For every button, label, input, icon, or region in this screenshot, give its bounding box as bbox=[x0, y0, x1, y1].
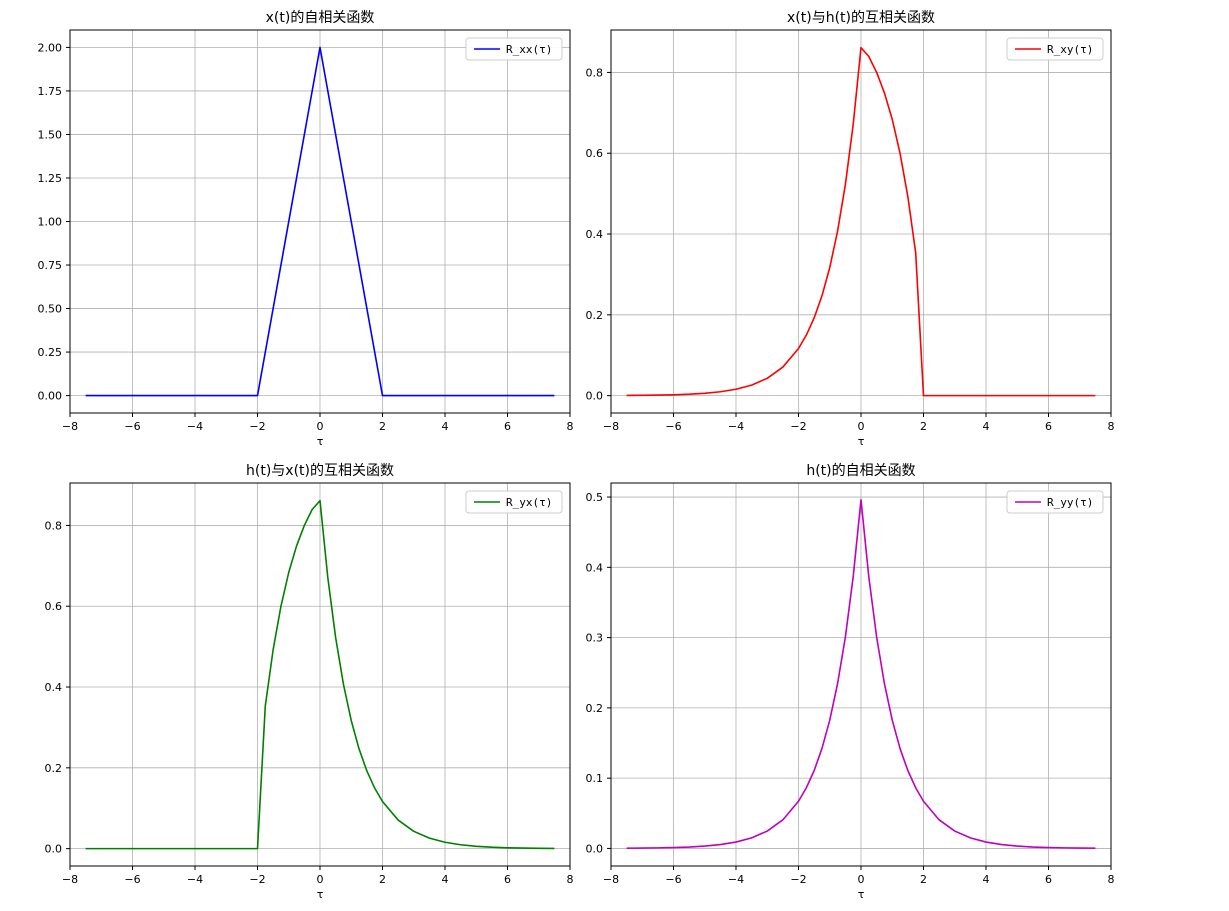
y-tick-label: 0.8 bbox=[586, 66, 604, 79]
y-tick-label: 1.00 bbox=[38, 216, 63, 229]
y-tick-label: 0.2 bbox=[586, 309, 604, 322]
chart-title: h(t)与x(t)的互相关函数 bbox=[246, 463, 394, 479]
y-tick-label: 0.6 bbox=[586, 147, 604, 160]
x-tick-label: 4 bbox=[983, 420, 990, 433]
series-line-ryy bbox=[626, 498, 1096, 850]
y-tick-label: 1.25 bbox=[38, 172, 63, 185]
y-tick-label: 0.6 bbox=[45, 600, 63, 613]
y-tick-label: 0.0 bbox=[586, 390, 604, 403]
x-tick-label: −4 bbox=[187, 873, 203, 886]
y-tick-label: 2.00 bbox=[38, 41, 63, 54]
x-tick-label: −6 bbox=[124, 420, 140, 433]
x-tick-label: 6 bbox=[1045, 873, 1052, 886]
y-tick-label: 1.50 bbox=[38, 128, 63, 141]
y-tick-label: 0.1 bbox=[586, 772, 604, 785]
legend: R_yx(τ) bbox=[465, 490, 563, 514]
axes-frame bbox=[610, 482, 1112, 867]
chart-panel-4: h(t)的自相关函数 −8 −6 −4 −2 0 2 4 6 8 0.0 0.1 0.2 0.3 0.4 0.… bbox=[586, 463, 1115, 901]
series-line-rxy bbox=[626, 46, 1096, 397]
y-tick-label: 0.5 bbox=[586, 491, 604, 504]
legend-box bbox=[465, 37, 563, 61]
x-tick-label: −2 bbox=[249, 420, 265, 433]
y-tick-label: 1.75 bbox=[38, 85, 63, 98]
legend: R_yy(τ) bbox=[1006, 490, 1104, 514]
x-tick-label: −2 bbox=[790, 420, 806, 433]
x-tick-label: −8 bbox=[603, 873, 619, 886]
x-tick-label: −8 bbox=[62, 873, 78, 886]
chart-title: x(t)与h(t)的互相关函数 bbox=[787, 10, 935, 26]
grid bbox=[611, 483, 1111, 866]
x-tick-label: 6 bbox=[504, 873, 511, 886]
x-tick-label: 0 bbox=[858, 420, 865, 433]
y-tick-label: 0.2 bbox=[586, 702, 604, 715]
chart-panel-3: h(t)与x(t)的互相关函数 −8 −6 −4 −2 0 2 4 6 8 0.0 0.2 0.4 0.6… bbox=[45, 463, 574, 901]
y-tick-label: 0.25 bbox=[38, 346, 63, 359]
chart-panel-1: x(t)的自相关函数 −8 −6 −4 −2 0 2 4 6 8 0.00 0.25 0.50 0.75 1… bbox=[38, 10, 574, 448]
grid bbox=[611, 30, 1111, 413]
x-tick-label: −6 bbox=[665, 873, 681, 886]
x-tick-label: 2 bbox=[920, 420, 927, 433]
y-tick-label: 0.50 bbox=[38, 303, 63, 316]
legend-box bbox=[1006, 490, 1104, 514]
y-tick-label: 0.75 bbox=[38, 259, 63, 272]
x-tick-label: −6 bbox=[665, 420, 681, 433]
x-tick-label: 6 bbox=[1045, 420, 1052, 433]
x-tick-label: 4 bbox=[442, 873, 449, 886]
legend-label: R_xy(τ) bbox=[1047, 43, 1093, 56]
x-tick-label: −8 bbox=[603, 420, 619, 433]
y-tick-label: 0.2 bbox=[45, 762, 63, 775]
legend: R_xy(τ) bbox=[1006, 37, 1104, 61]
x-tick-label: −8 bbox=[62, 420, 78, 433]
x-tick-label: −2 bbox=[790, 873, 806, 886]
legend-box bbox=[465, 490, 563, 514]
y-tick-label: 0.0 bbox=[45, 843, 63, 856]
y-tick-label: 0.4 bbox=[586, 228, 604, 241]
x-tick-label: −6 bbox=[124, 873, 140, 886]
x-tick-label: 2 bbox=[920, 873, 927, 886]
chart-title: x(t)的自相关函数 bbox=[266, 10, 375, 26]
legend: R_xx(τ) bbox=[465, 37, 563, 61]
x-tick-label: 4 bbox=[442, 420, 449, 433]
y-tick-label: 0.3 bbox=[586, 632, 604, 645]
x-tick-label: 8 bbox=[1108, 420, 1115, 433]
x-tick-label: −4 bbox=[187, 420, 203, 433]
x-tick-label: 8 bbox=[1108, 873, 1115, 886]
legend-label: R_xx(τ) bbox=[506, 43, 552, 56]
y-tick-label: 0.4 bbox=[586, 561, 604, 574]
axes-frame bbox=[69, 482, 571, 867]
legend-label: R_yx(τ) bbox=[506, 496, 552, 509]
chart-title: h(t)的自相关函数 bbox=[806, 463, 915, 479]
series-line-rxx bbox=[85, 46, 555, 397]
y-tick-label: 0.4 bbox=[45, 681, 63, 694]
x-tick-label: 0 bbox=[317, 420, 324, 433]
x-tick-label: 0 bbox=[858, 873, 865, 886]
x-tick-label: −4 bbox=[728, 873, 744, 886]
x-tick-label: 2 bbox=[379, 420, 386, 433]
y-tick-label: 0.00 bbox=[38, 390, 63, 403]
x-axis-label: τ bbox=[858, 435, 865, 448]
legend-label: R_yy(τ) bbox=[1047, 496, 1093, 509]
x-tick-label: −4 bbox=[728, 420, 744, 433]
grid bbox=[70, 483, 570, 866]
x-tick-label: 2 bbox=[379, 873, 386, 886]
x-axis-label: τ bbox=[858, 888, 865, 901]
x-tick-label: −2 bbox=[249, 873, 265, 886]
x-axis-label: τ bbox=[317, 888, 324, 901]
chart-panel-2: x(t)与h(t)的互相关函数 −8 −6 −4 −2 0 2 4 6 8 0.0 0.2 0.4 0.6… bbox=[586, 10, 1115, 448]
y-tick-label: 0.8 bbox=[45, 519, 63, 532]
y-tick-label: 0.0 bbox=[586, 842, 604, 855]
x-axis-label: τ bbox=[317, 435, 324, 448]
axes-frame bbox=[69, 29, 571, 414]
legend-box bbox=[1006, 37, 1104, 61]
x-tick-label: 8 bbox=[567, 420, 574, 433]
x-tick-label: 0 bbox=[317, 873, 324, 886]
series-line-ryx bbox=[85, 499, 555, 850]
x-tick-label: 8 bbox=[567, 873, 574, 886]
x-tick-label: 6 bbox=[504, 420, 511, 433]
axes-frame bbox=[610, 29, 1112, 414]
grid bbox=[70, 30, 570, 413]
x-tick-label: 4 bbox=[983, 873, 990, 886]
